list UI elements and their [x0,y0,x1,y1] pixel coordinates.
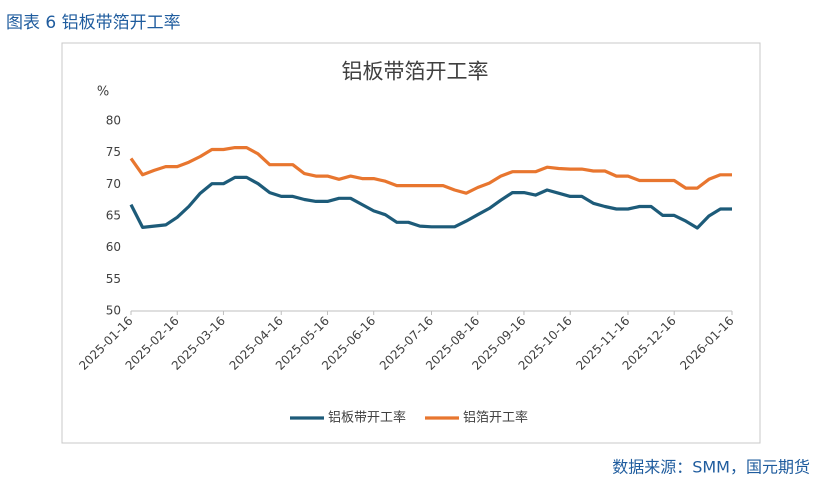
series-line [129,146,732,195]
y-tick-label: 65 [106,209,121,223]
source: 数据来源：SMM，国元期货 [612,458,810,477]
y-tick-label: 55 [106,272,121,286]
series-line [129,175,732,230]
y-axis-label: % [97,85,109,100]
chart-frame [61,42,761,444]
header: 图表 6 铝板带箔开工率 [6,13,181,33]
y-tick-label: 75 [106,145,121,159]
y-tick-label: 70 [106,177,121,191]
y-tick-label: 80 [106,114,121,128]
y-tick-label: 60 [106,240,121,254]
legend-label: 铝板带开工率 [328,410,406,426]
legend-label: 铝箔开工率 [463,410,528,426]
chart-title: 铝板带箔开工率 [342,60,489,84]
y-tick-label: 50 [106,304,121,318]
